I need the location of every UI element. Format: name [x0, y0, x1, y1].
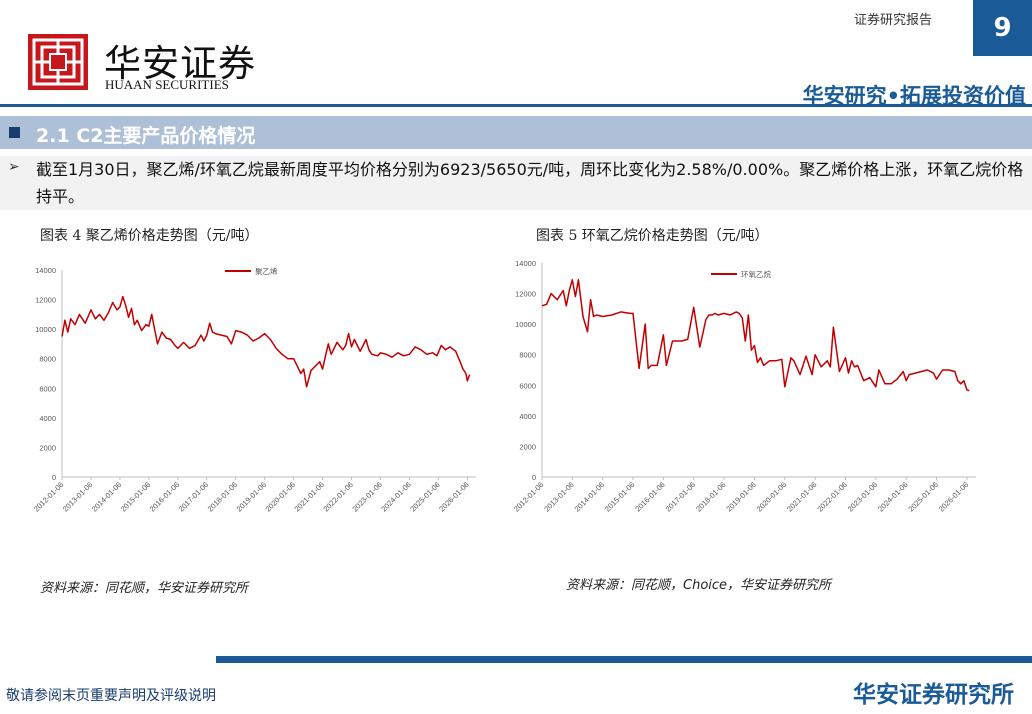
disclaimer-note: 敬请参阅末页重要声明及评级说明 — [6, 688, 216, 704]
y-tick-label: 0 — [532, 473, 536, 482]
polyethylene-price-chart: 0 2000 4000 6000 8000 10000 12000 14000 2012-01-… — [32, 266, 476, 514]
y-tick-label: 12000 — [35, 296, 56, 305]
y-tick-label: 8000 — [519, 351, 536, 360]
footer-divider — [216, 656, 1032, 663]
x-tick-label: 2026-01-06 — [437, 480, 470, 513]
logo-english-name: HUAAN SECURITIES — [105, 77, 229, 92]
y-tick-label: 10000 — [35, 325, 56, 334]
x-tick-label: 2019-01-06 — [724, 480, 757, 513]
summary-paragraph: 截至1月30日，聚乙烯/环氧乙烷最新周度平均价格分别为6923/5650元/吨，… — [36, 160, 1024, 206]
x-tick-label: 2018-01-06 — [694, 480, 727, 513]
x-tick-label: 2026-01-06 — [937, 480, 970, 513]
x-tick-label: 2017-01-06 — [664, 480, 697, 513]
logo-chinese-name: 华安证券 — [104, 42, 256, 85]
header-divider — [0, 104, 1032, 107]
footer-brand: 华安证券研究所 — [853, 682, 1014, 708]
x-tick-label: 2021-01-06 — [292, 480, 325, 513]
company-logo-emblem — [28, 34, 88, 90]
x-tick-label: 2016-01-06 — [633, 480, 666, 513]
x-tick-label: 2019-01-06 — [235, 480, 268, 513]
x-tick-label: 2025-01-06 — [906, 480, 939, 513]
x-tick-label: 2012-01-06 — [512, 480, 545, 513]
y-tick-label: 6000 — [519, 381, 536, 390]
x-tick-label: 2022-01-06 — [815, 480, 848, 513]
x-tick-label: 2013-01-06 — [61, 480, 94, 513]
x-tick-label: 2014-01-06 — [90, 480, 123, 513]
ethylene-oxide-price-chart: 0 2000 4000 6000 8000 10000 12000 14000 2012-01-… — [512, 259, 976, 514]
section-heading-bar — [0, 116, 1032, 149]
report-type-label: 证券研究报告 — [854, 13, 933, 28]
x-tick-label: 2020-01-06 — [264, 480, 297, 513]
x-tick-label: 2012-01-06 — [32, 480, 65, 513]
y-tick-label: 6000 — [39, 384, 56, 393]
bullet-arrow-icon: ➢ — [8, 159, 20, 175]
y-tick-label: 12000 — [515, 290, 536, 299]
section-title: 2.1 C2主要产品价格情况 — [36, 125, 256, 147]
series-line — [541, 279, 970, 392]
y-tick-label: 14000 — [35, 266, 56, 275]
x-tick-label: 2013-01-06 — [542, 480, 575, 513]
x-tick-label: 2022-01-06 — [321, 480, 354, 513]
y-tick-label: 4000 — [39, 414, 56, 423]
figure-5-title: 图表 5 环氧乙烷价格走势图（元/吨） — [536, 228, 769, 244]
x-tick-label: 2024-01-06 — [379, 480, 412, 513]
y-tick-label: 2000 — [519, 442, 536, 451]
section-square-icon — [9, 127, 20, 138]
x-tick-label: 2016-01-06 — [148, 480, 181, 513]
figure-5-source: 资料来源：同花顺，Choice，华安证券研究所 — [566, 578, 832, 593]
page-number-badge: 9 — [973, 0, 1032, 56]
x-tick-label: 2015-01-06 — [603, 480, 636, 513]
x-tick-label: 2014-01-06 — [573, 480, 606, 513]
y-tick-label: 2000 — [39, 443, 56, 452]
x-tick-label: 2015-01-06 — [119, 480, 152, 513]
x-tick-label: 2025-01-06 — [408, 480, 441, 513]
figure-4-source: 资料来源：同花顺，华安证券研究所 — [40, 581, 249, 596]
legend-label: 聚乙烯 — [255, 266, 278, 276]
y-tick-label: 10000 — [515, 320, 536, 329]
x-tick-label: 2020-01-06 — [755, 480, 788, 513]
x-tick-label: 2021-01-06 — [785, 480, 818, 513]
x-tick-label: 2018-01-06 — [206, 480, 239, 513]
summary-background — [0, 156, 1032, 210]
series-line — [61, 295, 471, 388]
x-tick-label: 2017-01-06 — [177, 480, 210, 513]
legend-label: 环氧乙烷 — [741, 269, 771, 279]
y-tick-label: 0 — [52, 473, 56, 482]
y-tick-label: 8000 — [39, 355, 56, 364]
x-tick-label: 2023-01-06 — [846, 480, 879, 513]
y-tick-label: 14000 — [515, 259, 536, 268]
x-tick-label: 2024-01-06 — [876, 480, 909, 513]
y-tick-label: 4000 — [519, 412, 536, 421]
figure-4-title: 图表 4 聚乙烯价格走势图（元/吨） — [40, 228, 259, 244]
x-tick-label: 2023-01-06 — [350, 480, 383, 513]
